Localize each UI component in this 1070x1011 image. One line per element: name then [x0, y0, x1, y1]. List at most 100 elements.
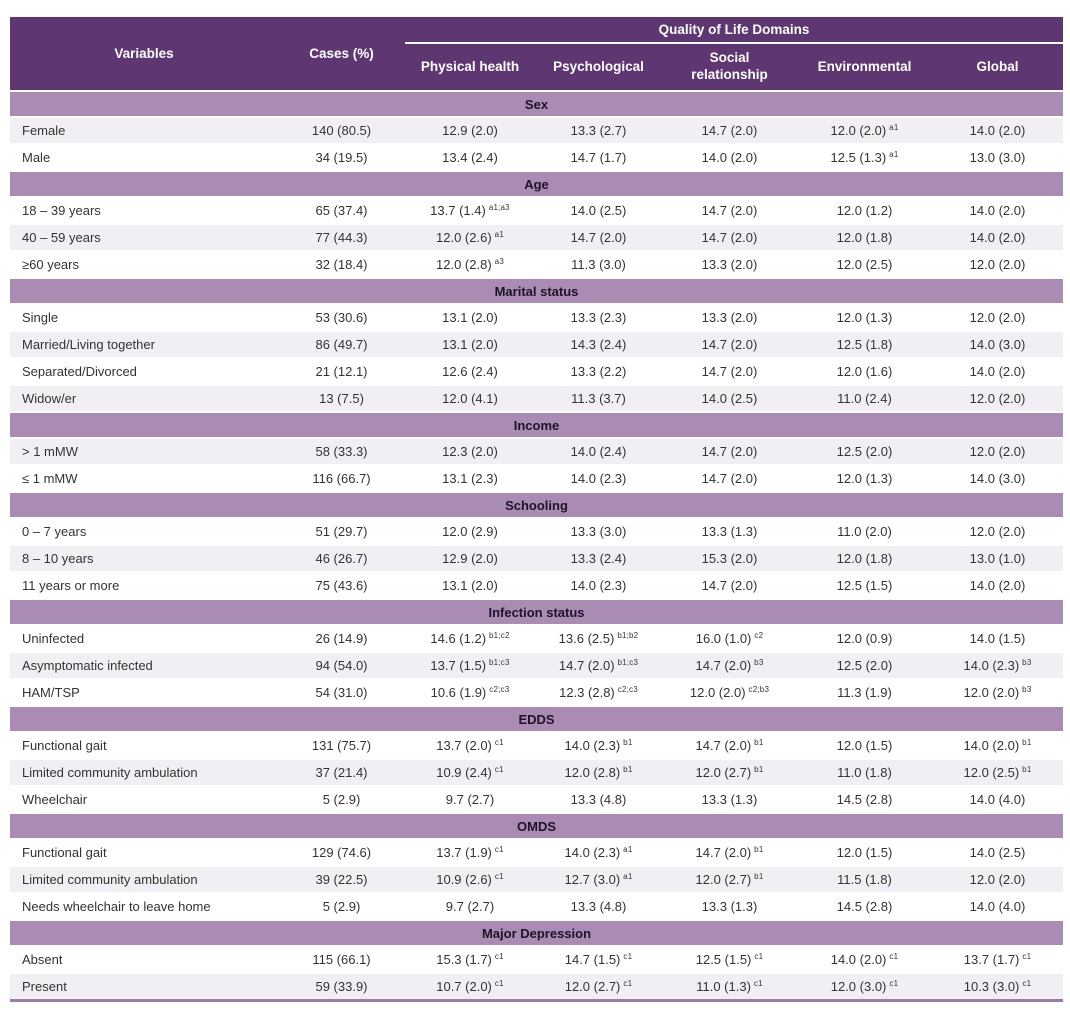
significance-superscript: a1;a3 — [488, 202, 510, 212]
value-cell: 12.0 (0.9) — [797, 625, 932, 653]
significance-superscript: a1 — [889, 149, 899, 159]
value-cell: 14.7 (2.0) — [662, 465, 797, 493]
value-cell: 14.0 (4.0) — [932, 786, 1063, 814]
section-title: Sex — [10, 91, 1063, 118]
value-cell: 13.3 (2.2) — [535, 358, 662, 386]
significance-superscript: c1 — [494, 978, 504, 988]
row-label: HAM/TSP — [10, 679, 278, 707]
table-row: Married/Living together 86 (49.7) 13.1 (2.… — [10, 331, 1063, 359]
value-cell: 14.7 (2.0) b1 — [662, 839, 797, 867]
column-header-cases: Cases (%) — [278, 17, 405, 92]
value-cell: 14.7 (1.5) c1 — [535, 946, 662, 974]
value-cell: 13.7 (1.7) c1 — [932, 946, 1063, 974]
section-band: Schooling — [10, 492, 1063, 519]
value-cell: 14.0 (2.0) — [932, 224, 1063, 252]
value-cell: 12.0 (2.0) b3 — [932, 679, 1063, 707]
value-cell: 13.1 (2.0) — [405, 304, 535, 332]
value-cell: 13.0 (3.0) — [932, 144, 1063, 172]
value-cell: 14.7 (2.0) — [662, 331, 797, 359]
value-cell: 12.0 (2.0) — [932, 385, 1063, 413]
significance-superscript: c1 — [623, 978, 633, 988]
value-cell: 14.0 (2.0) c1 — [797, 946, 932, 974]
table-row: Functional gait 131 (75.7) 13.7 (2.0) c1 14.… — [10, 732, 1063, 760]
value-cell: 14.0 (2.5) — [535, 197, 662, 225]
row-label: Needs wheelchair to leave home — [10, 893, 278, 921]
table-row: Needs wheelchair to leave home 5 (2.9) 9.7… — [10, 893, 1063, 921]
value-cell: 14.7 (2.0) b1;c3 — [535, 652, 662, 680]
value-cell: 13.1 (2.0) — [405, 572, 535, 600]
value-cell: 12.0 (2.8) a3 — [405, 251, 535, 279]
row-label: Functional gait — [10, 732, 278, 760]
section-title: Major Depression — [10, 920, 1063, 947]
value-cell: 14.0 (2.0) — [932, 117, 1063, 145]
value-cell: 14.0 (2.5) — [662, 385, 797, 413]
section-title: Age — [10, 171, 1063, 198]
value-cell: 14.0 (2.3) a1 — [535, 839, 662, 867]
value-cell: 12.7 (3.0) a1 — [535, 866, 662, 894]
value-cell: 12.0 (2.0) — [932, 438, 1063, 466]
value-cell: 13.3 (2.4) — [535, 545, 662, 573]
value-cell: 12.0 (2.0) c2;b3 — [662, 679, 797, 707]
column-header-social-relationship: Social relationship — [662, 43, 797, 92]
value-cell: 12.0 (2.7) b1 — [662, 866, 797, 894]
value-cell: 12.0 (1.8) — [797, 545, 932, 573]
value-cell: 12.0 (1.6) — [797, 358, 932, 386]
section-title: Infection status — [10, 599, 1063, 626]
table-row: Limited community ambulation 39 (22.5) 10.… — [10, 866, 1063, 894]
value-cell: 14.3 (2.4) — [535, 331, 662, 359]
value-cell: 14.5 (2.8) — [797, 893, 932, 921]
cases-cell: 115 (66.1) — [278, 946, 405, 974]
row-label: Single — [10, 304, 278, 332]
section-title: OMDS — [10, 813, 1063, 840]
significance-superscript: b1 — [754, 764, 764, 774]
column-header-global: Global — [932, 43, 1063, 92]
section-band: Sex — [10, 91, 1063, 118]
table-row: 0 – 7 years 51 (29.7) 12.0 (2.9) 13.3 (3.0)… — [10, 518, 1063, 546]
section-band: Marital status — [10, 278, 1063, 305]
significance-superscript: b1;c2 — [489, 630, 510, 640]
cases-cell: 129 (74.6) — [278, 839, 405, 867]
row-label: 11 years or more — [10, 572, 278, 600]
value-cell: 12.5 (2.0) — [797, 652, 932, 680]
value-cell: 13.3 (3.0) — [535, 518, 662, 546]
value-cell: 13.3 (2.0) — [662, 304, 797, 332]
value-cell: 15.3 (2.0) — [662, 545, 797, 573]
value-cell: 14.0 (2.0) — [932, 197, 1063, 225]
value-cell: 11.3 (1.9) — [797, 679, 932, 707]
value-cell: 12.0 (1.5) — [797, 839, 932, 867]
row-label: Limited community ambulation — [10, 866, 278, 894]
value-cell: 14.7 (2.0) — [662, 438, 797, 466]
significance-superscript: b1 — [623, 764, 633, 774]
row-label: Male — [10, 144, 278, 172]
table-row: HAM/TSP 54 (31.0) 10.6 (1.9) c2;c3 12.3 (2.8… — [10, 679, 1063, 707]
significance-superscript: c1 — [754, 951, 764, 961]
table-row: 11 years or more 75 (43.6) 13.1 (2.0) 14.0 … — [10, 572, 1063, 600]
significance-superscript: c1 — [494, 764, 504, 774]
table-row: ≤ 1 mMW 116 (66.7) 13.1 (2.3) 14.0 (2.3) 14.… — [10, 465, 1063, 493]
table-header: Variables Cases (%) Quality of Life Doma… — [10, 17, 1063, 92]
value-cell: 14.0 (3.0) — [932, 465, 1063, 493]
value-cell: 12.0 (2.5) — [797, 251, 932, 279]
table-row: Separated/Divorced 21 (12.1) 12.6 (2.4) 13.… — [10, 358, 1063, 386]
column-header-physical-health: Physical health — [405, 43, 535, 92]
cases-cell: 37 (21.4) — [278, 759, 405, 787]
table-row: ≥60 years 32 (18.4) 12.0 (2.8) a3 11.3 (3.0)… — [10, 251, 1063, 279]
value-cell: 13.7 (2.0) c1 — [405, 732, 535, 760]
value-cell: 14.7 (2.0) — [662, 117, 797, 145]
table-row: Uninfected 26 (14.9) 14.6 (1.2) b1;c2 13.6 (… — [10, 625, 1063, 653]
value-cell: 14.0 (2.3) — [535, 465, 662, 493]
value-cell: 9.7 (2.7) — [405, 786, 535, 814]
value-cell: 13.3 (1.3) — [662, 518, 797, 546]
value-cell: 12.0 (2.0) a1 — [797, 117, 932, 145]
cases-cell: 75 (43.6) — [278, 572, 405, 600]
value-cell: 13.6 (2.5) b1;b2 — [535, 625, 662, 653]
value-cell: 14.0 (2.0) — [932, 358, 1063, 386]
table-body: Sex Female 140 (80.5) 12.9 (2.0) 13.3 (2.7) 1… — [10, 91, 1063, 1002]
value-cell: 14.0 (2.0) — [662, 144, 797, 172]
value-cell: 12.0 (2.0) — [932, 518, 1063, 546]
significance-superscript: b1 — [754, 737, 764, 747]
significance-superscript: a1 — [494, 229, 504, 239]
value-cell: 13.3 (1.3) — [662, 893, 797, 921]
value-cell: 14.0 (2.4) — [535, 438, 662, 466]
value-cell: 11.0 (2.0) — [797, 518, 932, 546]
